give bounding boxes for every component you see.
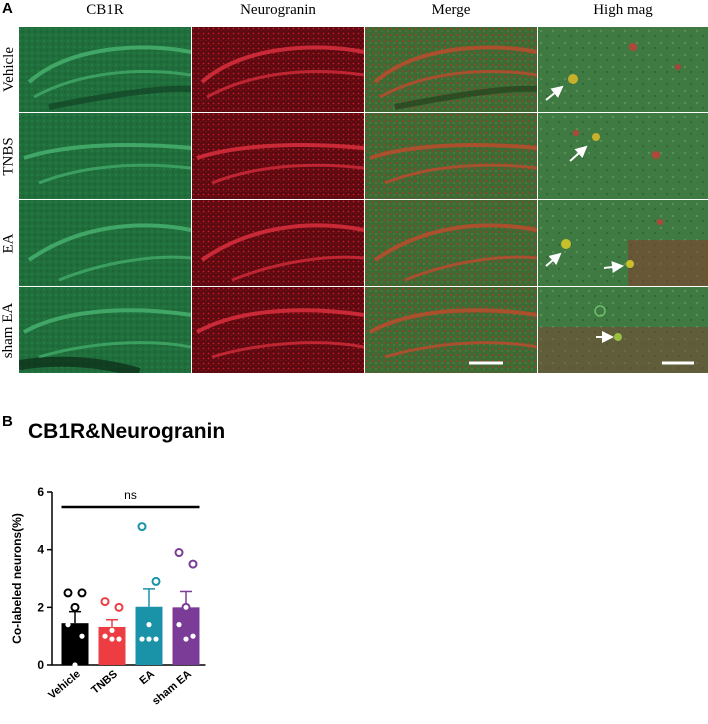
y-axis-label: Co-labeled neurons(%) [10, 513, 24, 644]
column-header-neurogranin: Neurogranin [240, 2, 316, 18]
data-point [181, 602, 191, 612]
data-point [100, 597, 110, 607]
data-point [72, 662, 78, 668]
data-point [146, 636, 152, 642]
data-point [146, 622, 152, 628]
row-label-tnbs: TNBS [0, 136, 17, 176]
bar [98, 626, 126, 665]
y-tick-label: 2 [37, 600, 44, 614]
column-header-merge: Merge [431, 2, 471, 18]
data-point [183, 636, 189, 642]
column-header-high-mag: High mag [593, 2, 653, 18]
micrograph-vehicle-cb1r [19, 27, 192, 112]
data-point [153, 636, 159, 642]
x-tick-label: sham EA [150, 668, 194, 707]
micrograph-vehicle-merge [365, 27, 538, 112]
micrograph-tnbs-neurogranin [192, 113, 365, 199]
micrograph-ea-merge [365, 200, 538, 286]
data-point [188, 559, 198, 569]
x-tick-label: EA [138, 668, 157, 687]
chart-title: CB1R&Neurogranin [28, 420, 226, 443]
data-point [70, 602, 80, 612]
micrograph-sham-ea-cb1r [19, 287, 192, 373]
micrograph-sham-ea-neurogranin [192, 287, 365, 373]
row-label-sham-ea: sham EA [0, 302, 17, 358]
row-label-vehicle: Vehicle [0, 47, 17, 92]
data-point [151, 576, 161, 586]
grid-separators [19, 27, 708, 373]
x-tick-label: TNBS [89, 668, 120, 696]
micrograph-sham-ea-merge [365, 287, 538, 373]
bar-chart: Co-labeled neurons(%) 0 2 4 6 Vehicle TNBS EAsh… [10, 485, 206, 708]
data-point [114, 602, 124, 612]
data-point [63, 588, 73, 598]
data-point [137, 522, 147, 532]
micrograph-vehicle-high-mag [538, 27, 708, 112]
panel-b-letter: B [2, 413, 13, 430]
data-point [174, 548, 184, 558]
y-tick-label: 4 [37, 543, 44, 557]
data-point [77, 588, 87, 598]
panel-a-letter: A [2, 0, 13, 17]
micrograph-sham-ea-high-mag [538, 287, 708, 373]
x-tick-label: Vehicle [46, 668, 83, 702]
bar [61, 623, 89, 665]
row-label-ea: EA [0, 233, 17, 253]
data-point [139, 636, 145, 642]
data-point [109, 627, 115, 633]
data-point [102, 633, 108, 639]
micrograph-vehicle-neurogranin [192, 27, 365, 112]
y-tick-label: 0 [37, 658, 44, 672]
data-point [176, 622, 182, 628]
micrograph-ea-cb1r [19, 200, 192, 286]
data-point [109, 636, 115, 642]
micrograph-ea-high-mag [538, 200, 708, 286]
bar [135, 606, 163, 665]
micrograph-ea-neurogranin [192, 200, 365, 286]
micrograph-tnbs-cb1r [19, 113, 192, 199]
micrograph-tnbs-high-mag [538, 113, 708, 199]
data-point [116, 636, 122, 642]
significance-label: ns [124, 488, 137, 502]
data-point [79, 633, 85, 639]
y-tick-label: 6 [37, 485, 44, 499]
micrograph-grid [19, 27, 708, 373]
data-point [190, 633, 196, 639]
column-header-cb1r: CB1R [86, 2, 124, 18]
micrograph-tnbs-merge [365, 113, 538, 199]
data-point [65, 622, 71, 628]
